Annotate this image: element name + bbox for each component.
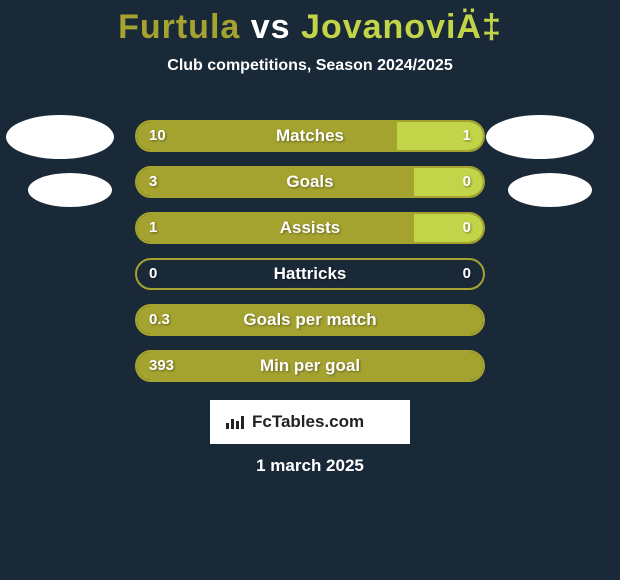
avatar-right-2: [508, 173, 592, 207]
stat-value-left: 0.3: [149, 306, 170, 334]
comparison-bars: Matches101Goals30Assists10Hattricks00Goa…: [135, 120, 485, 396]
stat-row: Hattricks0 0: [135, 258, 485, 290]
stat-value-left: 0: [149, 260, 157, 288]
stat-row: Matches10 1: [135, 120, 485, 152]
stat-label: Hattricks: [137, 260, 483, 288]
stat-value-left: 1: [149, 214, 157, 242]
stat-label: Matches: [137, 122, 483, 150]
stat-value-right: 0: [463, 214, 471, 242]
avatar-right: [486, 115, 594, 159]
stat-label: Goals: [137, 168, 483, 196]
footer-date: 1 march 2025: [256, 456, 364, 476]
stat-row: Assists1 0: [135, 212, 485, 244]
title-player2: JovanoviÄ‡: [301, 8, 502, 46]
avatar-left-2: [28, 173, 112, 207]
brand-text: FcTables.com: [252, 412, 364, 432]
stat-value-right: 0: [463, 260, 471, 288]
brand-badge: FcTables.com: [210, 400, 410, 444]
stat-value-right: 1: [463, 122, 471, 150]
stat-value-right: 0: [463, 168, 471, 196]
stat-label: Min per goal: [137, 352, 483, 380]
stat-label: Goals per match: [137, 306, 483, 334]
avatar-left: [6, 115, 114, 159]
stat-value-left: 393: [149, 352, 174, 380]
title-vs: vs: [251, 8, 291, 46]
stat-row: Goals3 0: [135, 166, 485, 198]
stat-row: Goals per match0.3: [135, 304, 485, 336]
stat-value-left: 3: [149, 168, 157, 196]
stat-row: Min per goal393: [135, 350, 485, 382]
title-player1: Furtula: [118, 8, 240, 46]
stat-value-left: 10: [149, 122, 166, 150]
page-title: Furtula vs JovanoviÄ‡: [0, 0, 620, 47]
stat-label: Assists: [137, 214, 483, 242]
brand-icon: [224, 413, 246, 431]
subtitle: Club competitions, Season 2024/2025: [0, 57, 620, 75]
